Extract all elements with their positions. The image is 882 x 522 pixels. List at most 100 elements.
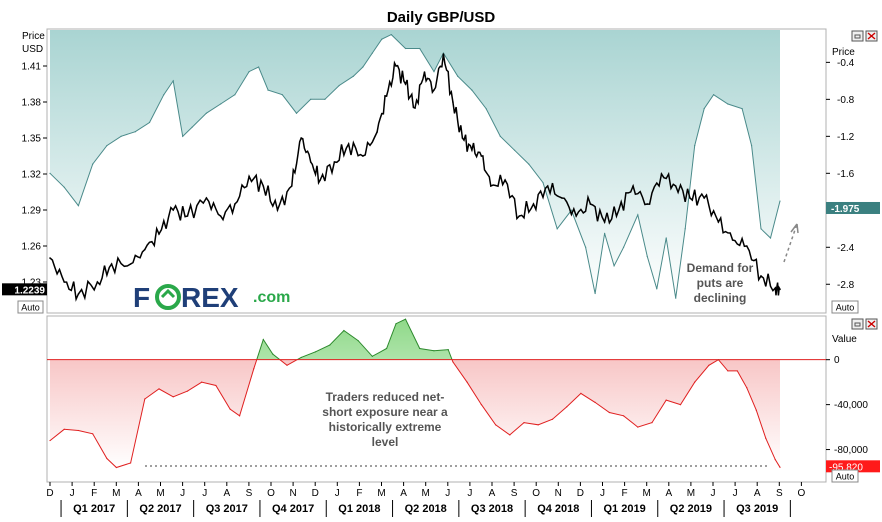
risk-reversal-point <box>77 205 80 207</box>
month-label: A <box>489 488 496 499</box>
gbpusd-point <box>589 203 592 205</box>
svg-text:Auto: Auto <box>21 303 40 313</box>
net-positioning-point <box>49 439 51 442</box>
left-tick-label: 1.38 <box>22 98 42 109</box>
risk-reversal-point <box>371 52 373 54</box>
risk-reversal-point <box>713 94 715 96</box>
month-label: F <box>356 488 362 499</box>
risk-reversal-point <box>404 47 407 50</box>
risk-reversal-point <box>727 103 729 105</box>
gbpusd-point <box>433 89 435 91</box>
risk-reversal-point <box>220 103 222 105</box>
risk-reversal-point <box>267 89 269 91</box>
month-label: J <box>711 488 716 499</box>
gbpusd-point <box>442 53 445 55</box>
month-label: J <box>600 488 605 499</box>
gbpusd-point <box>129 263 132 265</box>
risk-reversal-point <box>362 66 364 68</box>
risk-reversal-point <box>205 112 208 114</box>
risk-reversal-point <box>485 107 487 110</box>
risk-reversal-point <box>760 228 762 230</box>
risk-reversal-point <box>675 297 677 299</box>
month-label: M <box>112 488 120 499</box>
month-label: D <box>46 488 53 499</box>
svg-text:historically extreme: historically extreme <box>329 420 442 434</box>
top-panel-close-icon[interactable] <box>865 30 878 42</box>
net-positioning-point <box>300 356 302 359</box>
right-tick-label: -2.8 <box>837 280 855 291</box>
net-positioning-point <box>158 388 160 390</box>
left-current-value-box <box>2 283 47 296</box>
net-positioning-point <box>736 370 738 372</box>
positioning-panel-frame <box>46 315 827 483</box>
gbpusd-point <box>205 197 208 199</box>
bottom-panel-close-icon[interactable] <box>865 318 878 330</box>
month-label: J <box>445 488 450 499</box>
bottom-current-value-box <box>826 460 880 473</box>
gbpusd-point <box>404 83 407 85</box>
svg-text:F: F <box>133 282 150 313</box>
gbpusd-point <box>603 221 606 223</box>
risk-reversal-point <box>281 94 283 96</box>
month-label: D <box>312 488 319 499</box>
price-panel-frame <box>46 28 827 314</box>
bottom-current-value: -95,820 <box>829 462 863 473</box>
right-auto-button[interactable]: Auto <box>831 300 859 314</box>
net-positioning-point <box>272 353 274 355</box>
svg-text:Auto: Auto <box>836 472 855 482</box>
quarter-label: Q4 2017 <box>272 503 314 515</box>
gbpusd-point <box>561 197 563 199</box>
risk-reversal-point <box>324 98 326 100</box>
gbpusd-point <box>471 149 473 151</box>
month-label: N <box>555 488 562 499</box>
bottom-panel-minimize-icon[interactable] <box>851 318 864 330</box>
net-positioning-point <box>262 338 264 341</box>
risk-reversal-point <box>49 172 51 174</box>
net-positioning-point <box>452 361 454 363</box>
month-label: N <box>289 488 296 499</box>
risk-reversal-point <box>542 181 544 184</box>
risk-reversal-point <box>499 135 501 137</box>
gbpusd-point <box>172 209 175 211</box>
gbpusd-point <box>49 257 51 259</box>
net-positioning-point <box>129 462 132 464</box>
net-positioning-point <box>77 429 80 432</box>
net-short-area <box>50 359 780 468</box>
gbpusd-point <box>646 203 649 205</box>
gbpusd-point <box>110 263 113 265</box>
quarter-label: Q1 2019 <box>603 503 645 515</box>
price-plot-area <box>49 30 781 302</box>
svg-text:declining: declining <box>694 291 747 305</box>
bottom-auto-button[interactable]: Auto <box>831 469 859 483</box>
net-positioning-point <box>765 437 767 439</box>
month-label: J <box>335 488 340 499</box>
month-label: S <box>246 488 253 499</box>
net-positioning-point <box>694 381 696 383</box>
net-positioning-point <box>755 409 757 411</box>
left-auto-button[interactable]: Auto <box>17 300 44 314</box>
top-panel-minimize-icon[interactable] <box>851 30 864 42</box>
gbpusd-point <box>385 95 388 97</box>
right-current-value-box <box>826 201 880 214</box>
gbpusd-point <box>779 288 781 291</box>
month-label: A <box>223 488 230 499</box>
net-positioning-point <box>746 387 748 389</box>
gbpusd-point <box>158 233 160 235</box>
gbpusd-point <box>660 173 663 175</box>
left-tick-label: 1.35 <box>22 134 42 145</box>
forex-logo: F REX .com <box>133 282 290 313</box>
bottom-tick-label: 0 <box>834 355 840 366</box>
gbpusd-point <box>376 131 378 133</box>
axes-layer: 1.23 1.26 1.29 1.32 1.35 1.38 1.41 1.2239 -0.4 -0… <box>2 58 880 517</box>
risk-reversal-point <box>556 228 558 230</box>
gbpusd-point <box>96 281 99 283</box>
net-positioning-point <box>537 424 539 426</box>
put-demand-arrowhead <box>790 223 799 234</box>
risk-reversal-point <box>513 149 516 151</box>
net-positioning-point <box>357 339 359 342</box>
right-current-value: -1.975 <box>831 204 860 215</box>
net-long-area <box>256 319 453 360</box>
net-positioning-point <box>594 401 596 403</box>
net-positioning-point <box>63 428 65 430</box>
